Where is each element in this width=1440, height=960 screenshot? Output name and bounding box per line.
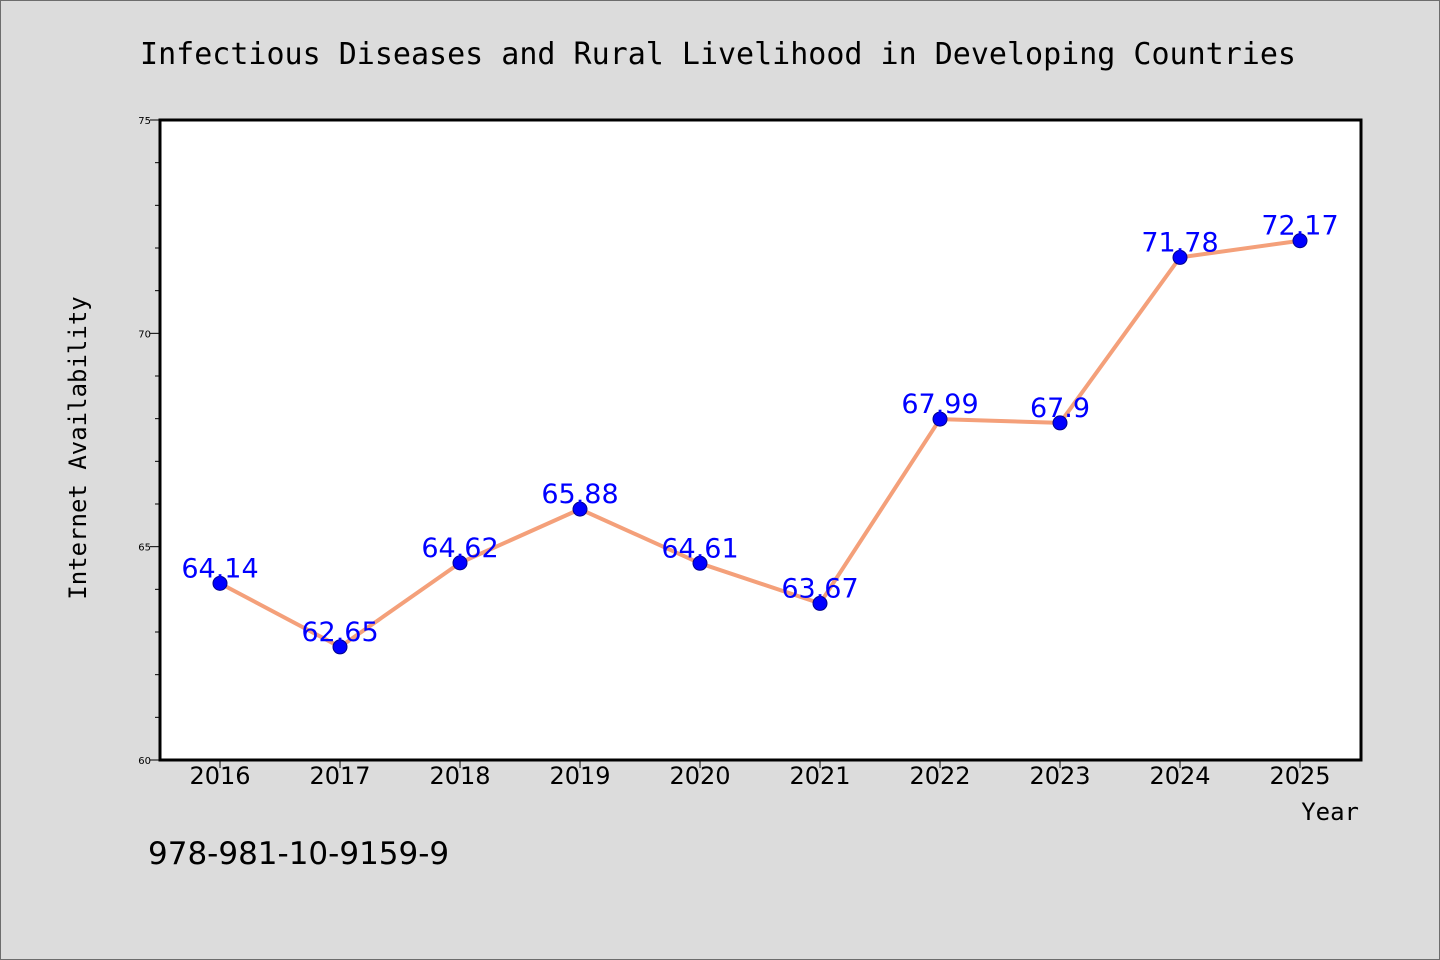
x-tick-label: 2019	[549, 762, 610, 790]
x-tick-label: 2024	[1149, 762, 1210, 790]
data-point	[332, 639, 348, 655]
plot-border	[158, 118, 1363, 762]
data-point	[1172, 249, 1188, 265]
data-point	[572, 501, 588, 517]
data-label: 63.67	[781, 573, 858, 604]
data-label: 64.61	[661, 533, 738, 564]
y-axis-label: Internet Availability	[64, 296, 92, 599]
data-label: 62.65	[301, 617, 378, 648]
y-tick-label: 65	[138, 543, 151, 554]
data-point	[1052, 415, 1068, 431]
x-tick-label: 2018	[429, 762, 490, 790]
x-tick-label: 2023	[1029, 762, 1090, 790]
data-point	[452, 555, 468, 571]
data-point	[1292, 233, 1308, 249]
data-label: 64.62	[421, 533, 498, 564]
x-axis-label: Year	[1301, 798, 1359, 826]
series-layer	[212, 233, 1308, 655]
data-point	[692, 555, 708, 571]
chart-title: Infectious Diseases and Rural Livelihood…	[140, 37, 1296, 72]
y-tick-label: 75	[138, 116, 151, 127]
x-tick-label: 2020	[669, 762, 730, 790]
data-point	[932, 411, 948, 427]
data-label: 64.14	[181, 553, 258, 584]
series-line	[218, 238, 1302, 649]
y-tick-label: 70	[138, 329, 151, 340]
data-label: 67.9	[1030, 393, 1090, 424]
x-ticks: 2016 2017 2018 2019 2020 2021 2022 2023 2024 2025	[189, 760, 1331, 790]
data-labels: 64.14 62.65 64.62 65.88 64.61 63.67 67.99 67.9 7…	[181, 211, 1338, 648]
data-label: 72.17	[1261, 211, 1338, 242]
y-tick-label: 60	[138, 756, 151, 767]
data-point	[212, 575, 228, 591]
footer-note: 978-981-10-9159-9	[148, 836, 449, 872]
plot-area	[160, 120, 1361, 760]
x-tick-label: 2021	[789, 762, 850, 790]
x-tick-label: 2025	[1269, 762, 1330, 790]
data-label: 65.88	[541, 479, 618, 510]
data-point	[812, 595, 828, 611]
data-label: 71.78	[1141, 227, 1218, 258]
x-tick-label: 2017	[309, 762, 370, 790]
x-tick-label: 2022	[909, 762, 970, 790]
x-tick-label: 2016	[189, 762, 250, 790]
data-label: 67.99	[901, 389, 978, 420]
y-ticks: 60 65 70 75	[138, 116, 160, 767]
